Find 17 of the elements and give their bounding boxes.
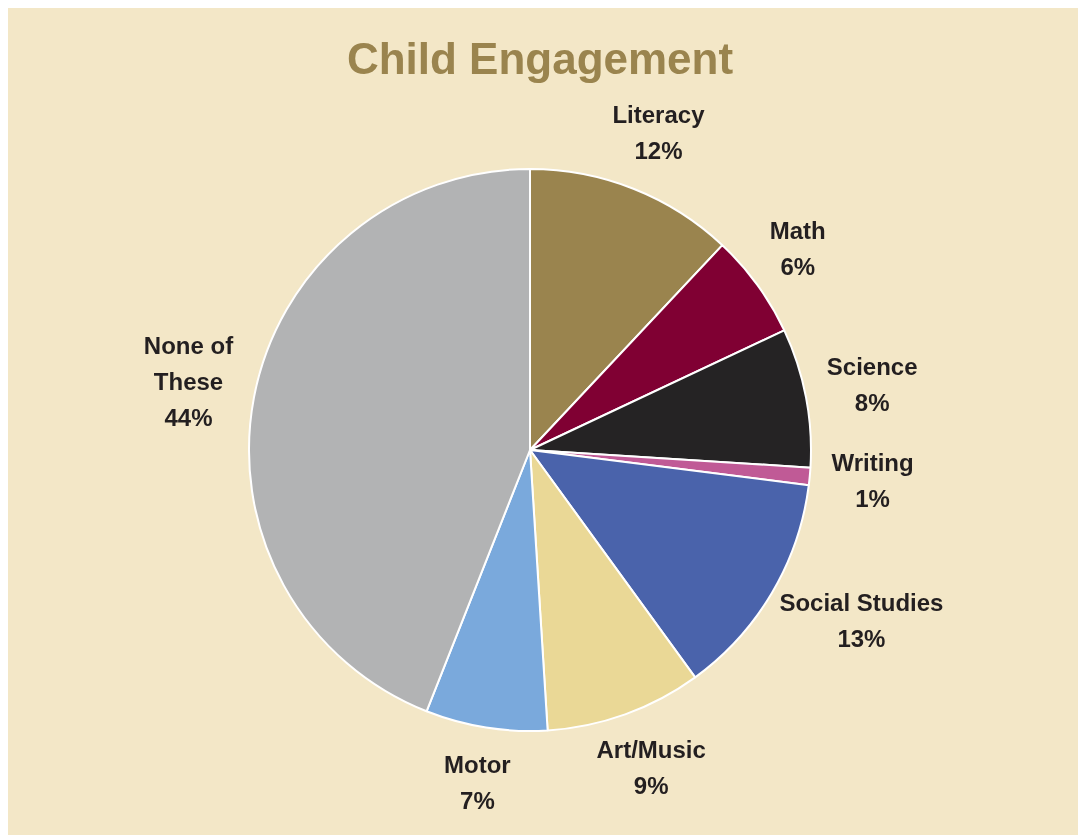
- data-label: 7%: [460, 787, 495, 815]
- slice-label: Motor: [444, 751, 511, 779]
- slice-label: Art/Music: [596, 735, 706, 763]
- data-label: 1%: [855, 484, 890, 512]
- data-label: 8%: [854, 389, 890, 417]
- slice-label: Writing: [831, 448, 914, 476]
- data-label: 6%: [780, 253, 816, 281]
- data-label: 9%: [633, 771, 669, 799]
- chart-title: Child Engagement: [346, 34, 734, 84]
- slice-label: Science: [826, 353, 918, 381]
- data-label: 44%: [164, 403, 213, 431]
- data-label: 12%: [634, 137, 683, 165]
- data-label: 13%: [837, 625, 886, 653]
- slice-label: Math: [769, 217, 826, 245]
- slice-label: Literacy: [612, 101, 706, 129]
- slice-label: None of These: [143, 331, 235, 395]
- slice-label: Social Studies: [779, 589, 944, 617]
